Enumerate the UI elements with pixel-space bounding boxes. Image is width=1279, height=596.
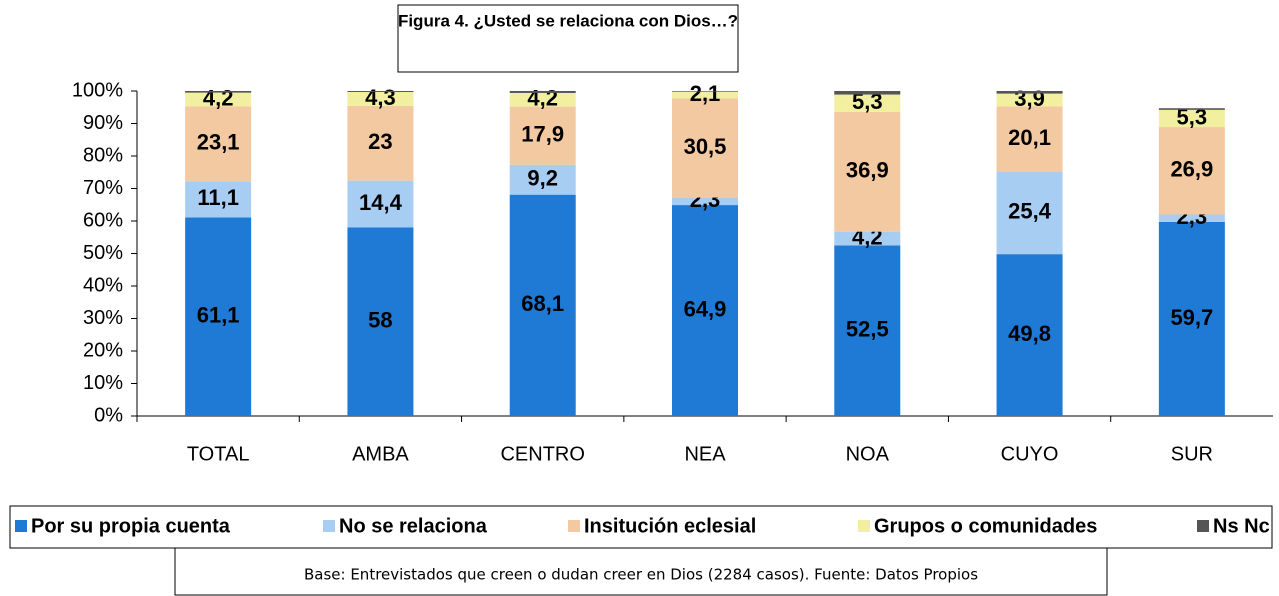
y-tick-label: 30% (83, 307, 123, 329)
data-label: 26,9 (1170, 157, 1213, 182)
data-label: 68,1 (521, 291, 564, 316)
bar-segment (1158, 221, 1225, 416)
bar-segment (509, 91, 576, 93)
legend-label: Insitución eclesial (584, 515, 756, 537)
x-tick-label: TOTAL (187, 443, 250, 465)
data-label: 9,2 (527, 166, 558, 191)
bar-segment (996, 254, 1063, 416)
bar-segment (509, 92, 576, 107)
bar-segment (1158, 214, 1225, 222)
y-tick-label: 60% (83, 209, 123, 231)
bar-segment (347, 91, 414, 106)
bar-segment (509, 164, 576, 195)
bar-segment (1158, 108, 1225, 110)
y-tick-label: 20% (83, 339, 123, 361)
data-label: 30,5 (684, 134, 727, 159)
data-label: 5,3 (1177, 104, 1208, 129)
bar-segment (996, 91, 1063, 94)
bar-segment (834, 111, 901, 232)
data-label: 11,1 (197, 185, 239, 210)
data-label: 23,1 (197, 130, 240, 155)
data-label: 64,9 (684, 296, 727, 321)
y-tick-label: 90% (83, 112, 123, 134)
bar-segment (996, 93, 1063, 107)
data-label: 4,2 (203, 85, 234, 110)
bar-segment (1158, 109, 1225, 128)
bar-segment (185, 92, 252, 107)
x-tick-label: CENTRO (500, 443, 584, 465)
bar-segment (347, 180, 414, 228)
data-label: 14,4 (359, 190, 403, 215)
legend-label: No se relaciona (339, 515, 488, 537)
data-label: 4,3 (365, 85, 396, 110)
x-tick-label: AMBA (352, 443, 409, 465)
data-label: 52,5 (846, 317, 889, 342)
data-label: 59,7 (1170, 305, 1213, 330)
legend-swatch (1197, 520, 1209, 532)
bar-segment (672, 91, 738, 92)
bar-segment (185, 217, 252, 416)
bar-segment (509, 106, 576, 165)
y-tick-label: 40% (83, 274, 123, 296)
bar-segment (509, 194, 576, 416)
data-label: 23 (368, 129, 392, 154)
bar-segment (672, 91, 738, 99)
bar-segment (996, 106, 1063, 172)
y-tick-label: 10% (83, 372, 123, 394)
legend-swatch (568, 520, 580, 532)
bar-segment (185, 106, 252, 182)
bar-segment (347, 91, 414, 92)
y-tick-label: 100% (72, 79, 123, 101)
legend-box (9, 505, 1273, 549)
data-label: 61,1 (197, 303, 240, 328)
y-tick-label: 50% (83, 242, 123, 264)
legend-label: Grupos o comunidades (874, 515, 1097, 537)
bar-segment (347, 227, 414, 416)
bar-segment (834, 231, 901, 246)
chart-title: Figura 4. ¿Usted se relaciona con Dios…? (398, 11, 738, 30)
x-tick-label: NEA (684, 443, 726, 465)
legend-swatch (323, 520, 335, 532)
data-label: 20,1 (1008, 125, 1051, 150)
legend-swatch (15, 520, 27, 532)
data-label: 36,9 (846, 158, 889, 183)
bar-segment (834, 91, 901, 95)
data-label: 4,2 (527, 86, 558, 111)
y-tick-label: 80% (83, 144, 123, 166)
data-label: 25,4 (1008, 199, 1052, 224)
bar-segment (185, 91, 252, 93)
bar-segment (672, 197, 738, 206)
x-tick-label: NOA (846, 443, 890, 465)
bar-segment (185, 181, 252, 218)
footnote-box (174, 547, 1108, 596)
data-label: 49,8 (1008, 321, 1051, 346)
title-box (397, 4, 739, 73)
bar-segment (672, 205, 738, 416)
x-tick-label: SUR (1171, 443, 1213, 465)
bar-segment (347, 105, 414, 181)
legend-swatch (858, 520, 870, 532)
x-tick-label: CUYO (1001, 443, 1059, 465)
footnote: Base: Entrevistados que creen o dudan cr… (304, 566, 978, 584)
bar-segment (1158, 127, 1225, 215)
bar-segment (672, 98, 738, 198)
bar-segment (834, 245, 901, 416)
data-label: 3,9 (1014, 86, 1045, 111)
data-label: 2,1 (690, 81, 721, 106)
legend-label: Por su propia cuenta (31, 515, 231, 537)
y-tick-label: 70% (83, 177, 123, 199)
legend-label: Ns Nc (1213, 515, 1270, 537)
bar-segment (996, 171, 1063, 255)
y-tick-label: 0% (94, 404, 123, 426)
data-label: 17,9 (521, 122, 564, 147)
data-label: 58 (368, 308, 392, 333)
bar-segment (834, 94, 901, 112)
